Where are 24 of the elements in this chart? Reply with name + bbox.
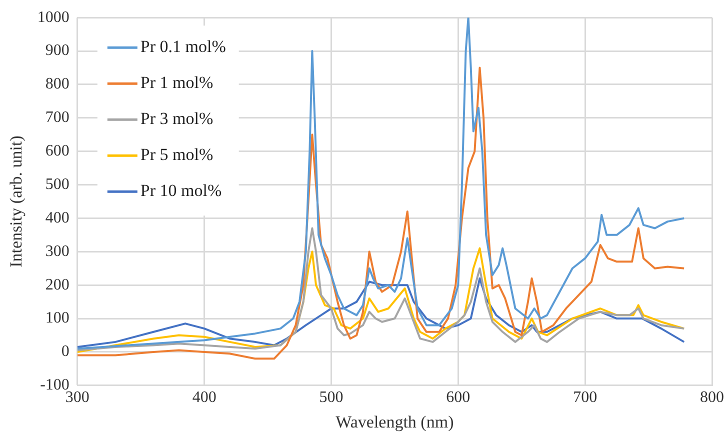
x-tick-label: 600: [446, 389, 470, 406]
x-tick-label: 300: [65, 389, 90, 406]
y-tick-label: 400: [45, 209, 70, 226]
y-tick-label: 900: [45, 42, 70, 60]
y-tick-label: 500: [45, 176, 70, 193]
y-tick-label: 300: [45, 242, 70, 260]
y-tick-label: 200: [45, 276, 70, 294]
y-axis-title: Intensity (arb. unit): [6, 136, 26, 268]
y-tick-label: 1000: [37, 8, 70, 26]
x-tick-label: 500: [319, 389, 344, 406]
legend-label: Pr 0.1 mol%: [140, 37, 226, 56]
x-tick-label: 400: [192, 389, 216, 406]
y-tick-label: 100: [45, 310, 70, 327]
y-tick-label: 600: [45, 142, 70, 160]
y-tick-label: 0: [61, 343, 70, 360]
x-tick-label: 800: [700, 389, 724, 406]
y-tick-label: 800: [45, 76, 70, 93]
legend-label: Pr 1 mol%: [140, 73, 214, 92]
legend-label: Pr 3 mol%: [140, 109, 214, 128]
legend-label: Pr 10 mol%: [140, 181, 222, 200]
x-axis-title: Wavelength (nm): [336, 412, 454, 432]
y-tick-label: 700: [45, 109, 70, 126]
legend-label: Pr 5 mol%: [140, 145, 214, 164]
x-tick-label: 700: [573, 389, 598, 406]
